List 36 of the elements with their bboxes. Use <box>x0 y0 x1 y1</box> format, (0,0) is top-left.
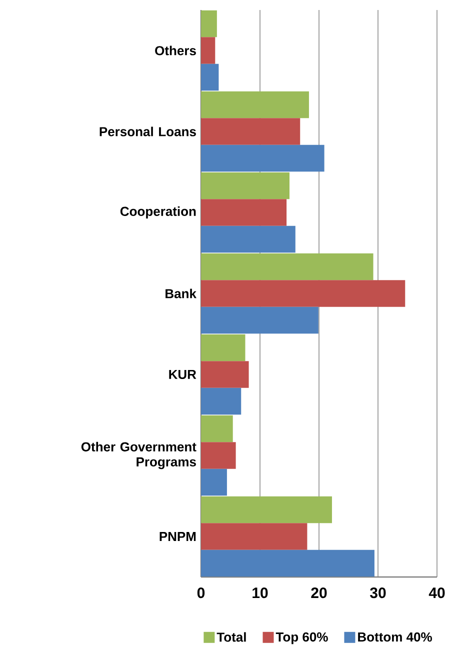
bar <box>201 64 219 91</box>
bar <box>201 334 246 362</box>
y-tick-label: Personal Loans <box>100 126 196 136</box>
x-tick-label: 20 <box>311 588 327 598</box>
bar <box>201 172 290 200</box>
bar <box>201 468 227 496</box>
legend-label: Bottom 40% <box>358 632 432 642</box>
x-tick-label: 30 <box>370 588 386 598</box>
y-tick-label: Others <box>155 46 196 56</box>
y-tick-label: Other Government Programs <box>81 442 196 470</box>
bar <box>201 550 374 577</box>
bar <box>201 10 217 38</box>
bar <box>201 118 300 145</box>
bar <box>201 496 332 524</box>
bar <box>201 280 406 307</box>
bar <box>201 226 296 253</box>
bar <box>201 144 324 172</box>
y-tick-label: KUR <box>169 370 196 380</box>
y-tick-label: PNPM <box>160 532 196 541</box>
bar <box>201 442 236 469</box>
bar <box>201 523 308 550</box>
bar <box>201 361 249 388</box>
legend-label: Total <box>216 632 246 642</box>
y-tick-label: Bank <box>166 288 196 298</box>
bar <box>201 415 233 442</box>
y-tick-label: Cooperation <box>120 206 196 219</box>
x-tick-label: 0 <box>197 588 205 598</box>
legend-label: Top 60% <box>276 632 328 644</box>
x-tick-label: 10 <box>252 588 268 598</box>
bar <box>201 388 242 415</box>
bar <box>201 199 287 226</box>
bar <box>201 306 318 334</box>
bar <box>201 91 309 118</box>
x-tick-label: 40 <box>428 588 445 598</box>
bar <box>201 253 374 280</box>
bar <box>201 37 216 64</box>
